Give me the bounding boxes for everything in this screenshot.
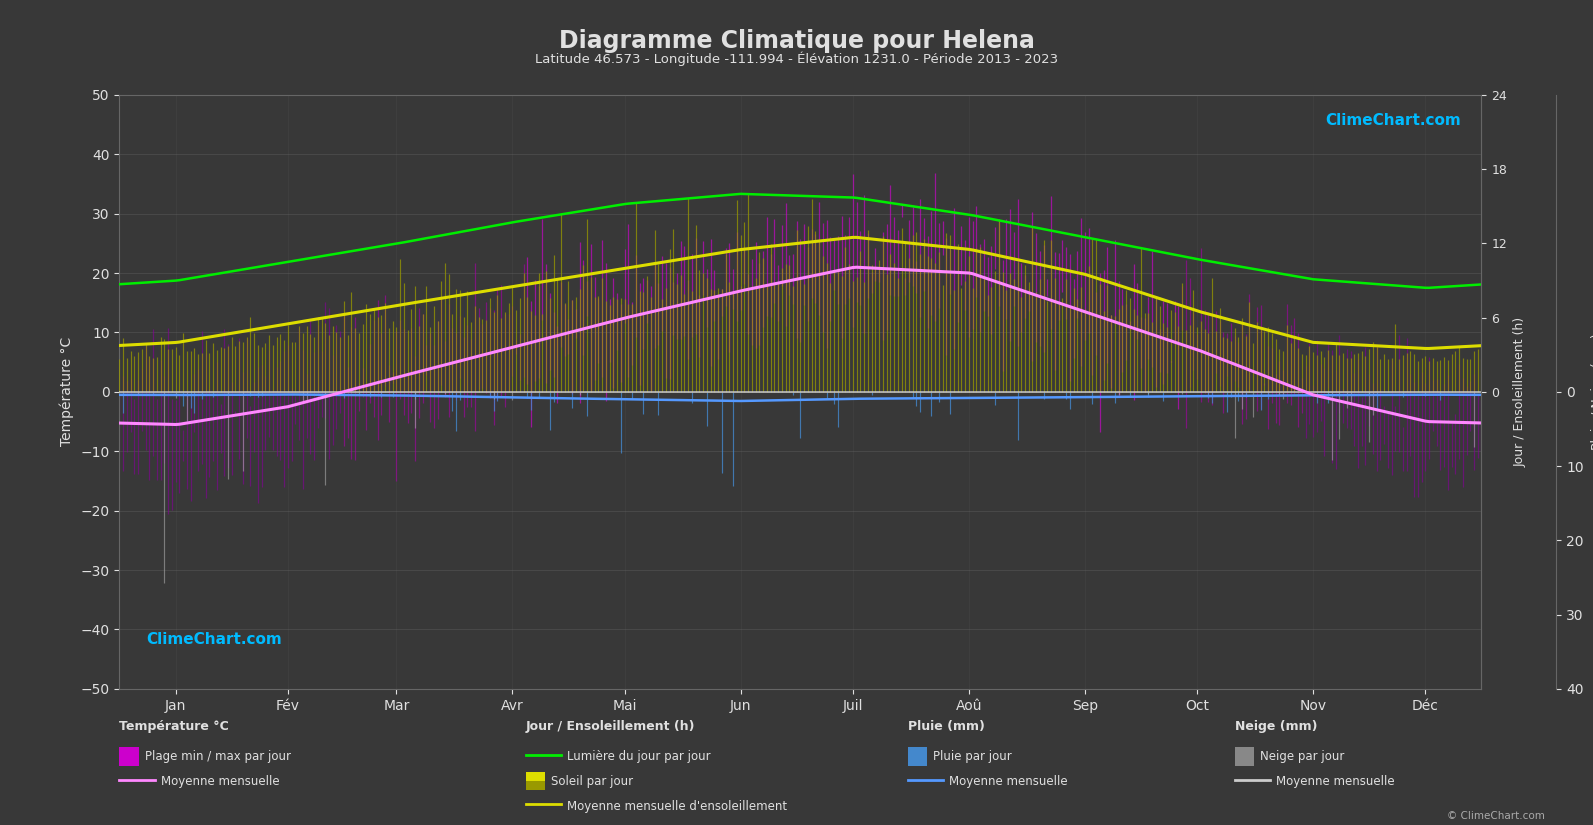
Text: © ClimeChart.com: © ClimeChart.com xyxy=(1448,811,1545,821)
Bar xyxy=(526,781,545,790)
Text: Plage min / max par jour: Plage min / max par jour xyxy=(145,750,292,763)
Y-axis label: Température °C: Température °C xyxy=(59,337,73,446)
Text: Moyenne mensuelle: Moyenne mensuelle xyxy=(1276,775,1394,788)
Text: ClimeChart.com: ClimeChart.com xyxy=(147,632,282,648)
Text: Neige par jour: Neige par jour xyxy=(1260,750,1344,763)
Text: Lumière du jour par jour: Lumière du jour par jour xyxy=(567,750,710,763)
Y-axis label: Pluie / Neige (mm): Pluie / Neige (mm) xyxy=(1591,333,1593,450)
Text: Moyenne mensuelle: Moyenne mensuelle xyxy=(161,775,279,788)
Y-axis label: Jour / Ensoleillement (h): Jour / Ensoleillement (h) xyxy=(1513,317,1528,467)
Text: Moyenne mensuelle: Moyenne mensuelle xyxy=(949,775,1067,788)
Text: Neige (mm): Neige (mm) xyxy=(1235,720,1317,733)
Text: Moyenne mensuelle d'ensoleillement: Moyenne mensuelle d'ensoleillement xyxy=(567,799,787,813)
Text: Soleil par jour: Soleil par jour xyxy=(551,775,634,788)
Text: Pluie (mm): Pluie (mm) xyxy=(908,720,984,733)
Text: ClimeChart.com: ClimeChart.com xyxy=(1325,113,1461,128)
Bar xyxy=(526,772,545,781)
Text: Diagramme Climatique pour Helena: Diagramme Climatique pour Helena xyxy=(559,29,1034,53)
Text: Jour / Ensoleillement (h): Jour / Ensoleillement (h) xyxy=(526,720,695,733)
Text: Pluie par jour: Pluie par jour xyxy=(933,750,1012,763)
Text: Latitude 46.573 - Longitude -111.994 - Élévation 1231.0 - Période 2013 - 2023: Latitude 46.573 - Longitude -111.994 - É… xyxy=(535,51,1058,66)
Text: Température °C: Température °C xyxy=(119,720,229,733)
